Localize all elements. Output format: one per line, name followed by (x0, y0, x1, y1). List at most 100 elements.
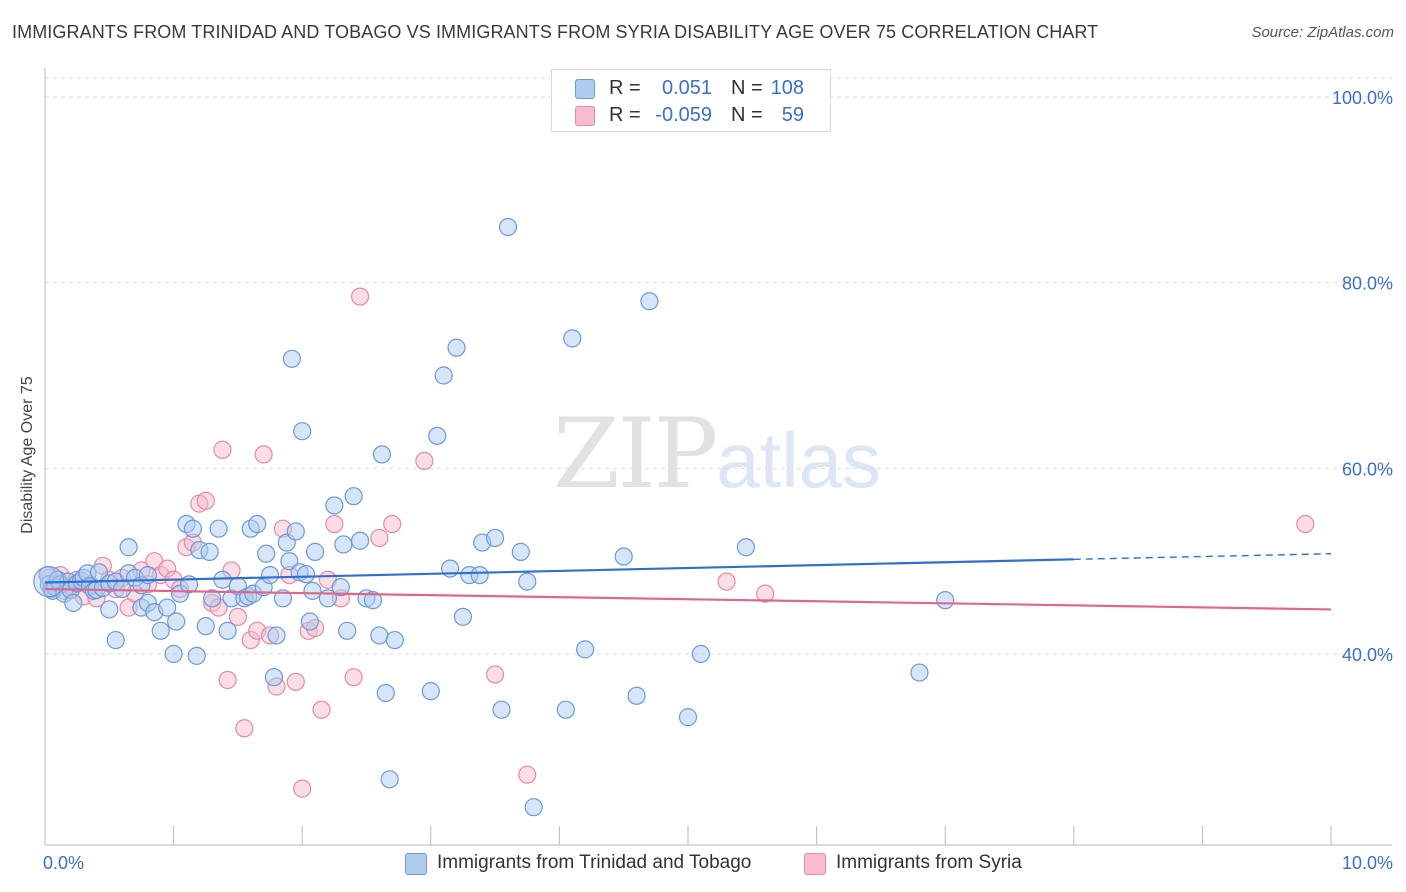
syria-point (218, 670, 237, 690)
trinidad-point (380, 770, 399, 789)
trinidad-point (350, 531, 370, 550)
trinidad-point (282, 349, 302, 368)
trinidad-point (453, 607, 473, 626)
trinidad-point (151, 621, 170, 640)
trinidad-point (119, 538, 138, 557)
legend-row-trinidad: R = 0.051 N = 108 (552, 75, 830, 101)
trinidad-point (264, 668, 284, 687)
syria-point (383, 514, 402, 534)
trinidad-point (187, 646, 206, 665)
trinidad-point (370, 626, 389, 645)
trinidad-point (470, 565, 489, 585)
syria-point (213, 440, 232, 459)
trinidad-point (183, 519, 202, 538)
syria-point (518, 765, 537, 784)
x-tick-label: 10.0% (1342, 853, 1393, 873)
trinidad-point (196, 617, 215, 636)
syria-point (196, 491, 215, 510)
trinidad-point (267, 626, 286, 645)
trinidad-point (209, 519, 228, 538)
trinidad-point (167, 612, 186, 631)
trinidad-point (280, 552, 299, 571)
series-legend: Immigrants from Trinidad and Tobago Immi… (0, 852, 1406, 878)
trinidad-point (248, 514, 267, 534)
trinidad-point (100, 600, 119, 619)
n-label: N = (731, 77, 763, 99)
syria-point (312, 700, 331, 719)
trinidad-point (64, 593, 83, 613)
trinidad-point (260, 565, 280, 585)
syria-point (486, 665, 505, 684)
correlation-legend: R = 0.051 N = 108 R = -0.059 N = 59 (551, 69, 831, 132)
trinidad-point (158, 598, 177, 617)
pink-swatch-icon (804, 853, 826, 875)
legend-row-syria: R = -0.059 N = 59 (552, 102, 830, 128)
trinidad-point (286, 522, 305, 541)
trinidad-point (910, 663, 929, 682)
trinidad-point (325, 496, 344, 515)
syria-point (235, 719, 254, 738)
y-tick-label: 80.0% (1342, 274, 1393, 294)
trinidad-point (305, 542, 325, 561)
trinidad-point (511, 542, 530, 561)
trinidad-point (524, 798, 543, 817)
trinidad-point (376, 683, 395, 703)
syria-point (370, 528, 389, 548)
trinidad-point (678, 708, 698, 727)
syria-point (293, 779, 312, 798)
syria-point (344, 668, 363, 687)
trinidad-point (498, 217, 518, 237)
chart-title: IMMIGRANTS FROM TRINIDAD AND TOBAGO VS I… (12, 22, 1099, 42)
trinidad-point (486, 528, 505, 548)
syria-trend-line (44, 587, 1332, 611)
trinidad-point (736, 538, 755, 557)
watermark-atlas: atlas (716, 416, 881, 504)
trinidad-point (200, 542, 219, 561)
trinidad-point (385, 630, 404, 650)
trinidad-point (218, 621, 237, 640)
trinidad-point (363, 591, 383, 610)
trinidad-point (556, 700, 575, 719)
trinidad-point (563, 329, 582, 348)
trinidad-point (338, 621, 357, 640)
trinidad-point (293, 422, 312, 441)
trinidad-point (936, 591, 955, 610)
trinidad-point (344, 487, 363, 506)
x-tick-label: 0.0% (43, 853, 84, 873)
trinidad-point (273, 589, 293, 608)
trinidad-point (614, 547, 633, 566)
trinidad-point (334, 535, 353, 554)
syria-point (350, 287, 370, 306)
blue-swatch-icon (575, 79, 595, 99)
trinidad-point (434, 366, 453, 385)
y-tick-label: 40.0% (1342, 645, 1393, 665)
r-value: 0.051 (661, 77, 712, 99)
syria-point (756, 584, 775, 603)
trinidad-point (691, 644, 710, 664)
trinidad-point (203, 589, 222, 608)
n-value: 59 (781, 104, 804, 126)
y-tick-label: 100.0% (1332, 88, 1393, 108)
trinidad-trend-line (44, 558, 1074, 584)
y-tick-label: 60.0% (1342, 459, 1393, 479)
trinidad-point (257, 544, 276, 563)
legend-label: Immigrants from Trinidad and Tobago (437, 852, 752, 873)
blue-swatch-icon (405, 853, 427, 875)
trinidad-point (576, 640, 595, 659)
trinidad-point (106, 630, 125, 650)
trinidad-trend-extension (1073, 553, 1332, 561)
n-label: N = (731, 104, 763, 126)
trinidad-point (640, 292, 659, 311)
watermark-zip: ZIP (553, 398, 718, 510)
syria-point (325, 514, 344, 534)
trinidad-point (331, 578, 350, 597)
r-label: R = (609, 77, 641, 99)
trinidad-point (428, 426, 447, 445)
trinidad-point (421, 682, 440, 701)
syria-point (415, 451, 434, 471)
syria-point (286, 672, 305, 691)
syria-point (228, 607, 247, 626)
pink-swatch-icon (575, 106, 595, 126)
trinidad-point (492, 700, 511, 719)
